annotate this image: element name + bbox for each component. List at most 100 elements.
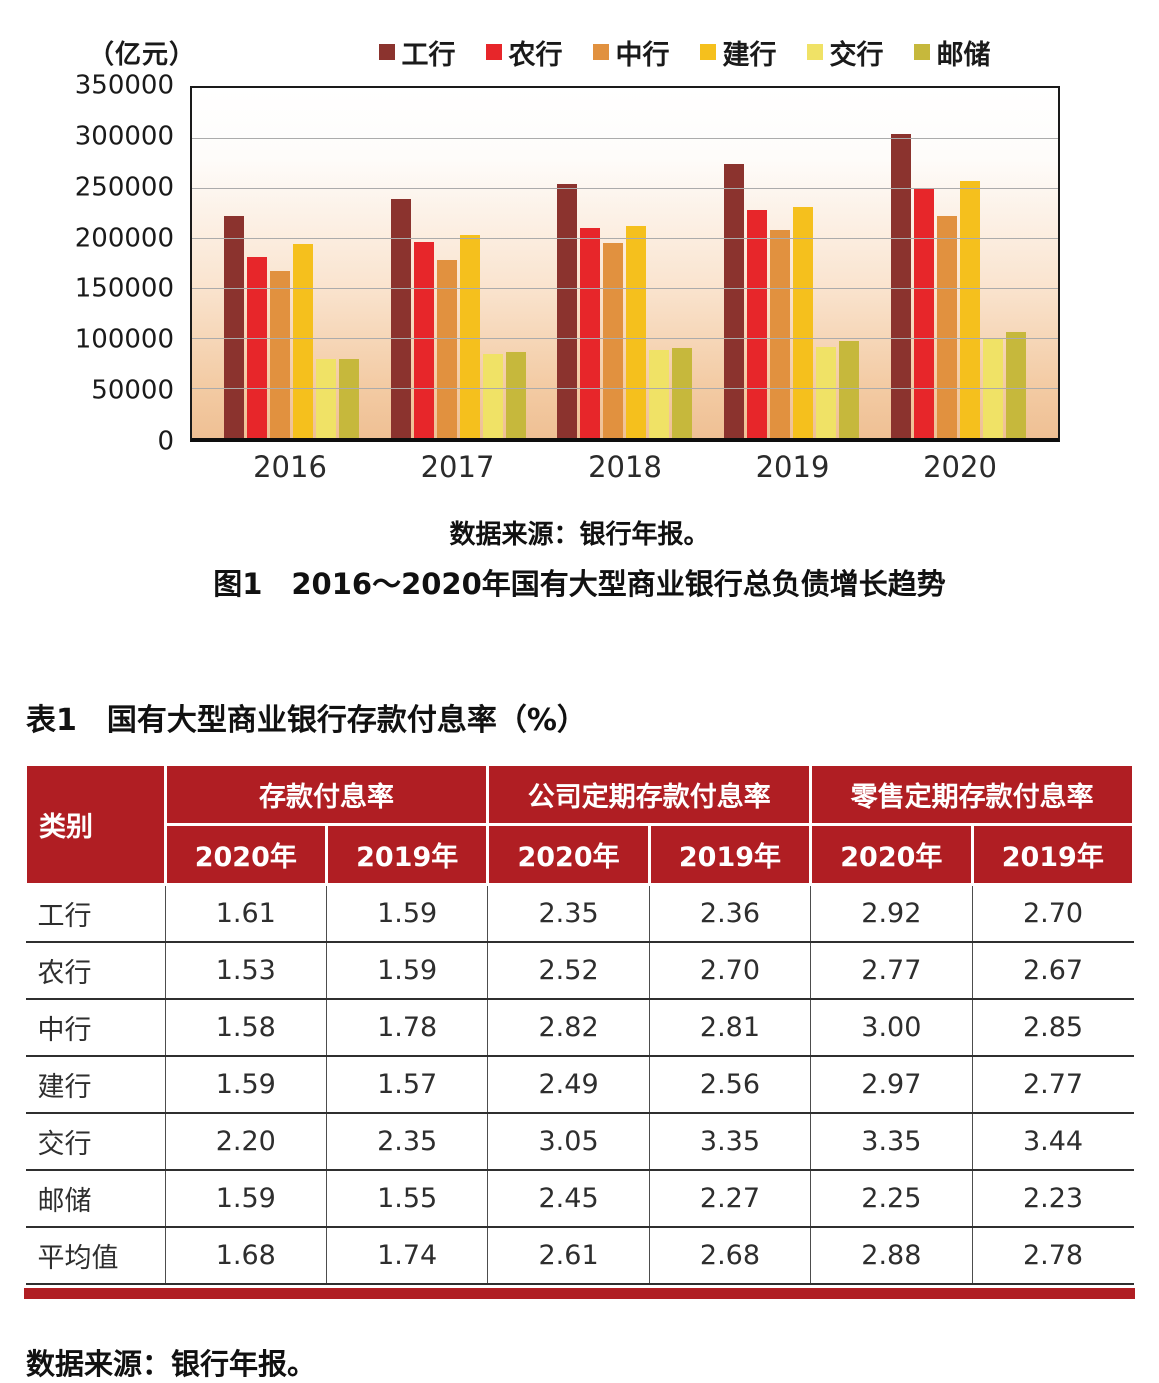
table-row: 平均值 1.68 1.74 2.61 2.68 2.88 2.78 [25,1227,1134,1284]
header-cell-year: 2019年 [970,823,1136,886]
y-tick-label: 300000 [74,121,174,152]
row-label-cell: 工行 [37,901,92,932]
header-cell-group: 存款付息率 [163,763,490,826]
value-cell: 1.57 [325,1056,488,1113]
row-label-cell: 平均值 [37,1243,119,1274]
figure-source-note: 数据来源：银行年报。 [449,520,710,550]
value-cell: 2.68 [648,1227,811,1284]
value-cell: 2.70 [648,942,811,999]
plot-area [190,86,1060,442]
header-row-years: 2020年 2019年 2020年 2019年 2020年 2019年 [26,823,1136,886]
legend-label: 交行 [829,39,884,71]
legend-swatch [378,44,395,60]
value-cell: 1.59 [164,1170,327,1227]
value-cell: 2.49 [487,1056,650,1113]
y-tick-label: 0 [157,426,174,457]
bar-邮储 [672,348,693,438]
value-cell: 2.20 [164,1113,327,1170]
legend-swatch [485,44,502,60]
deposit-rate-table: 类别 存款付息率 公司定期存款付息率 零售定期存款付息率 2020年 2019年 2020年… [24,763,1136,1285]
table1-section: 表1 国有大型商业银行存款付息率（%） 类别 存款付息率 公司定期存款付息率 零售定期… [24,695,1136,1383]
table-row: 建行 1.59 1.57 2.49 2.56 2.97 2.77 [25,1056,1134,1113]
x-tick-label: 2016 [253,450,327,484]
x-tick-label: 2018 [588,450,662,484]
legend-swatch [806,44,823,60]
value-cell: 2.85 [971,999,1134,1056]
header-cell-group: 零售定期存款付息率 [809,763,1135,826]
value-cell: 2.92 [810,884,973,942]
table-row: 工行 1.61 1.59 2.35 2.36 2.92 2.70 [25,884,1134,942]
bar-中行 [269,271,290,438]
header-cell-year: 2020年 [809,823,974,886]
y-tick-label: 150000 [74,273,174,304]
bar-交行 [816,347,837,438]
bar-邮储 [505,352,526,438]
x-tick-label: 2019 [755,450,830,484]
legend-item: 邮储 [913,33,991,72]
bar-建行 [626,226,647,438]
bar-中行 [770,230,791,438]
table-row: 邮储 1.59 1.55 2.45 2.27 2.25 2.23 [25,1170,1134,1227]
bar-工行 [390,199,411,438]
value-cell: 1.61 [164,884,327,942]
value-cell: 1.78 [325,999,488,1056]
bar-建行 [960,181,981,438]
gridline [192,288,1058,289]
legend-label: 邮储 [936,39,991,71]
bar-中行 [603,243,624,438]
bar-建行 [793,207,814,438]
bar-交行 [315,359,336,438]
value-cell: 1.74 [325,1227,488,1284]
value-cell: 3.35 [648,1113,811,1170]
legend-label: 建行 [722,39,777,71]
value-cell: 3.44 [971,1113,1134,1170]
gridline [192,138,1058,139]
bar-农行 [246,257,267,438]
bar-建行 [459,235,480,438]
legend-label: 中行 [615,39,670,71]
row-label-cell: 交行 [37,1129,92,1160]
bar-group [390,88,526,438]
legend-swatch [699,44,716,60]
bar-group [891,88,1027,438]
chart-header: （亿元） 工行 农行 中行 建行 交行 邮储 [0,30,1159,74]
bar-交行 [482,354,503,438]
legend-item: 工行 [378,33,456,72]
bar-中行 [436,260,457,438]
legend-item: 中行 [592,33,670,72]
value-cell: 2.45 [487,1170,650,1227]
chart-row: 350000 300000 250000 200000 150000 100000 5000… [75,70,1060,456]
bar-农行 [747,210,768,438]
value-cell: 2.78 [971,1227,1134,1284]
value-cell: 3.00 [810,999,973,1056]
bar-邮储 [839,341,860,438]
value-cell: 2.82 [487,999,650,1056]
table-row: 农行 1.53 1.59 2.52 2.70 2.77 2.67 [25,942,1134,999]
value-cell: 1.59 [325,884,488,942]
x-tick-label: 2020 [923,450,997,484]
bar-邮储 [338,359,359,438]
header-cell-year: 2019年 [647,823,813,886]
legend-label: 农行 [508,39,563,71]
bar-工行 [557,184,578,438]
x-axis: 2016 2017 2018 2019 2020 [190,450,1060,484]
table-row: 交行 2.20 2.35 3.05 3.35 3.35 3.44 [25,1113,1134,1170]
value-cell: 2.35 [325,1113,488,1170]
bar-group [223,88,359,438]
value-cell: 1.53 [164,942,327,999]
value-cell: 2.61 [487,1227,650,1284]
legend-item: 农行 [485,33,563,72]
value-cell: 2.77 [971,1056,1134,1113]
value-cell: 2.36 [648,884,811,942]
legend-item: 交行 [806,33,884,72]
bar-建行 [292,244,313,438]
y-tick-label: 100000 [74,324,174,355]
bar-农行 [914,189,935,438]
row-label-cell: 中行 [37,1015,92,1046]
value-cell: 2.27 [648,1170,811,1227]
header-cell-year: 2019年 [324,823,490,886]
legend-swatch [592,44,609,60]
legend-swatch [913,44,930,60]
bar-中行 [937,216,958,438]
y-axis: 350000 300000 250000 200000 150000 100000 5000… [20,70,180,456]
